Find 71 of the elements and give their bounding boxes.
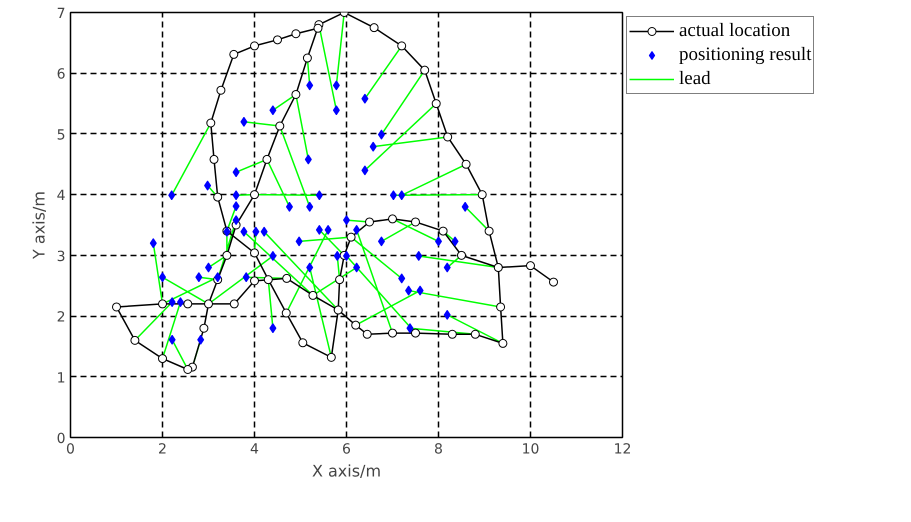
- point: [444, 262, 451, 272]
- point: [197, 334, 204, 345]
- point: [242, 272, 250, 282]
- point: [452, 236, 459, 246]
- y-tick-label: 0: [56, 431, 66, 447]
- point: [444, 310, 451, 320]
- point: [378, 130, 385, 140]
- x-axis-title: X axis/m: [312, 462, 382, 480]
- point: [398, 190, 406, 200]
- point: [232, 201, 240, 212]
- point: [232, 190, 240, 200]
- point: [306, 80, 314, 90]
- point: [353, 224, 360, 235]
- y-tick-label: 4: [56, 188, 66, 204]
- legend-label: positioning result: [679, 43, 812, 67]
- point: [240, 116, 248, 127]
- x-tick-label: 10: [522, 442, 540, 458]
- point: [405, 286, 412, 296]
- x-tick-label: 4: [250, 442, 260, 458]
- y-tick-label: 3: [56, 248, 66, 265]
- point: [205, 262, 212, 272]
- point: [260, 226, 268, 237]
- point: [269, 250, 276, 261]
- legend-label: actual location: [679, 19, 790, 43]
- point: [150, 238, 157, 248]
- x-tick-label: 12: [614, 442, 632, 458]
- point: [378, 236, 385, 246]
- point: [269, 105, 276, 116]
- point: [406, 323, 414, 334]
- point: [286, 202, 293, 212]
- x-tick-label: 6: [342, 442, 352, 458]
- point: [416, 286, 424, 296]
- y-tick-label: 7: [56, 6, 66, 22]
- y-tick-label: 6: [56, 66, 66, 83]
- point: [252, 226, 260, 237]
- point: [232, 215, 240, 226]
- point: [462, 202, 469, 212]
- y-tick-label: 2: [56, 310, 66, 326]
- point: [353, 262, 360, 272]
- point: [361, 94, 368, 104]
- point: [324, 224, 332, 235]
- x-tick-label: 2: [158, 442, 167, 458]
- point: [240, 226, 248, 237]
- point: [332, 105, 340, 116]
- legend-label: lead: [679, 67, 711, 91]
- point: [334, 250, 341, 261]
- point: [176, 297, 184, 308]
- point: [214, 272, 222, 282]
- x-tick-label: 8: [434, 442, 443, 458]
- point: [332, 80, 340, 90]
- point: [168, 190, 176, 200]
- point: [316, 224, 323, 235]
- point: [168, 297, 176, 308]
- y-tick-label: 1: [56, 370, 66, 386]
- point: [204, 180, 212, 191]
- point: [269, 323, 276, 334]
- point: [370, 142, 377, 152]
- point: [361, 165, 368, 176]
- point: [316, 190, 323, 200]
- point: [306, 262, 314, 272]
- point: [306, 202, 314, 212]
- point: [296, 236, 303, 246]
- point: [168, 334, 176, 345]
- point: [304, 154, 312, 164]
- y-axis-title: Y axis/m: [30, 191, 49, 260]
- point: [232, 167, 240, 178]
- point: [390, 190, 397, 200]
- point: [195, 272, 202, 282]
- point: [398, 273, 406, 284]
- point: [415, 250, 422, 261]
- y-tick-label: 5: [56, 127, 66, 144]
